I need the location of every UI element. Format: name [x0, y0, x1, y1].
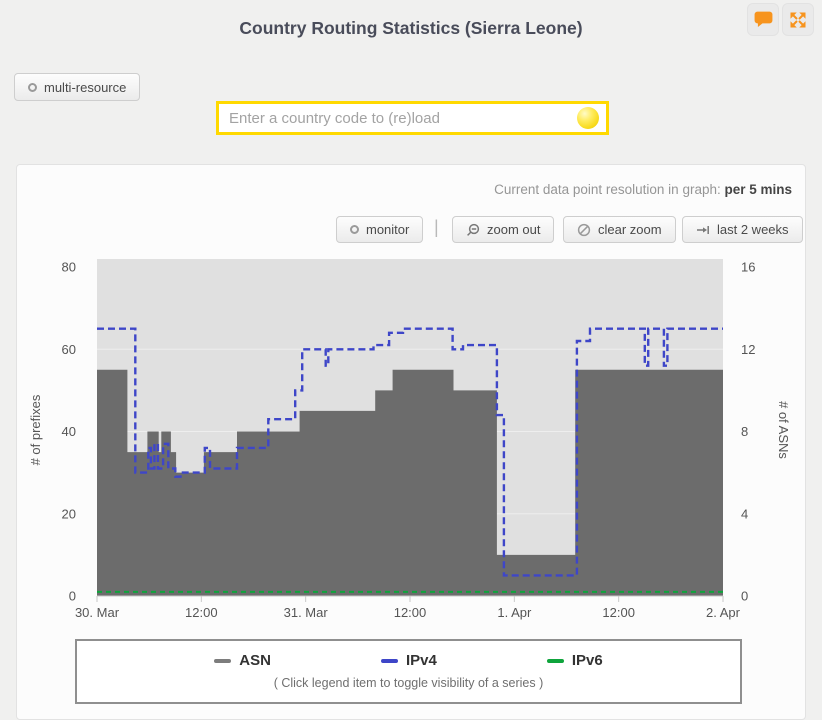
page-title: Country Routing Statistics (Sierra Leone… [239, 18, 583, 38]
y-left-axis-title: # of prefixes [28, 394, 43, 465]
multi-resource-label: multi-resource [44, 79, 127, 95]
y-right-tick-label: 4 [741, 506, 748, 521]
x-tick-label: 1. Apr [497, 605, 532, 620]
y-left-tick-label: 60 [62, 342, 76, 357]
circle-icon [28, 82, 37, 92]
chart-legend: ASN IPv4 IPv6 ( Click legend item to tog… [75, 639, 742, 704]
legend-label-ipv6: IPv6 [571, 652, 603, 669]
fullscreen-button[interactable] [782, 3, 814, 36]
y-left-tick-label: 20 [62, 506, 76, 521]
loading-globe-icon [577, 107, 599, 129]
x-tick-label: 2. Apr [706, 605, 741, 620]
circle-icon [350, 225, 359, 234]
legend-label-ipv4: IPv4 [405, 652, 437, 669]
series-ipv4-line [97, 327, 723, 577]
y-right-tick-label: 16 [741, 260, 755, 275]
clear-zoom-button-label: clear zoom [598, 222, 662, 237]
x-tick-label: 12:00 [394, 605, 427, 620]
resolution-status: Current data point resolution in graph: … [494, 182, 792, 197]
last-2-weeks-button-label: last 2 weeks [717, 222, 789, 237]
series-asn-area [97, 369, 723, 596]
country-code-input[interactable] [227, 108, 577, 128]
ban-icon [577, 223, 591, 237]
y-right-tick-label: 12 [741, 342, 755, 357]
legend-row: ASN IPv4 IPv6 [77, 652, 740, 669]
y-left-tick-label: 80 [62, 260, 76, 275]
y-left-tick-label: 40 [62, 424, 76, 439]
asn-swatch-icon [214, 658, 232, 663]
last-2-weeks-button[interactable]: last 2 weeks [682, 216, 803, 243]
x-tick-label: 30. Mar [75, 605, 120, 620]
legend-item-asn[interactable]: ASN [214, 652, 271, 669]
monitor-button-label: monitor [366, 222, 410, 237]
expand-arrows-icon [788, 10, 808, 30]
ipv4-swatch-icon [380, 658, 398, 663]
feedback-button[interactable] [747, 3, 779, 36]
magnifier-minus-icon [466, 223, 480, 237]
zoom-out-button-label: zoom out [487, 222, 541, 237]
clear-zoom-button[interactable]: clear zoom [563, 216, 676, 243]
speech-bubble-icon [753, 9, 774, 30]
ipv6-swatch-icon [546, 658, 564, 663]
resolution-value: per 5 mins [724, 182, 792, 197]
legend-item-ipv6[interactable]: IPv6 [546, 652, 603, 669]
legend-label-asn: ASN [239, 652, 271, 669]
legend-hint: ( Click legend item to toggle visibility… [273, 676, 544, 690]
toolbar-separator: | [434, 217, 439, 237]
y-right-axis-title: # of ASNs [776, 401, 791, 459]
y-right-tick-label: 0 [741, 589, 748, 604]
zoom-out-button[interactable]: zoom out [452, 216, 555, 243]
y-left-tick-label: 0 [69, 589, 76, 604]
monitor-button[interactable]: monitor [336, 216, 424, 243]
x-tick-label: 31. Mar [284, 605, 329, 620]
y-right-tick-label: 8 [741, 424, 748, 439]
multi-resource-button[interactable]: multi-resource [14, 73, 141, 101]
x-tick-label: 12:00 [185, 605, 218, 620]
resolution-label: Current data point resolution in graph: [494, 182, 725, 197]
x-tick-label: 12:00 [602, 605, 635, 620]
country-input-wrapper [216, 101, 609, 135]
arrow-to-bar-icon [696, 223, 710, 237]
legend-item-ipv4[interactable]: IPv4 [380, 652, 437, 669]
